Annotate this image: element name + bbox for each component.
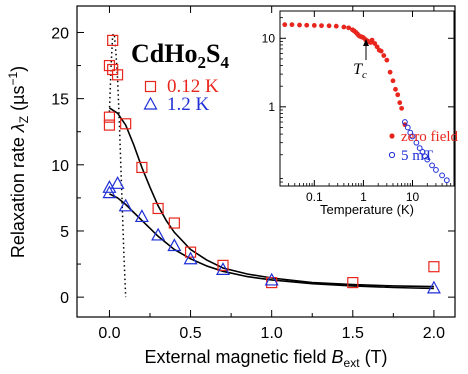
data-point-0-12k: [103, 111, 116, 123]
inset-legend: zero field 5 mT: [388, 129, 459, 164]
inset-x-tick-label: 0.1: [306, 190, 323, 204]
fit-line: [108, 107, 434, 288]
inset-point-zero-field: [387, 69, 393, 75]
inset-point-zero-field: [384, 57, 390, 63]
data-point-1-2k: [183, 251, 198, 265]
inset-point-zero-field: [311, 23, 317, 28]
inset-point-zero-field: [369, 37, 375, 43]
inset-point-zero-field: [333, 23, 339, 29]
inset-point-5mt: [443, 177, 450, 184]
legend-marker-1-2k: [143, 96, 158, 110]
inset-x-tick-label: 10: [406, 190, 420, 204]
inset-point-5mt: [424, 156, 431, 163]
y-tick-label: 20: [51, 25, 69, 42]
inset-point-zero-field: [341, 24, 347, 30]
inset-point-5mt: [409, 133, 416, 140]
inset-point-5mt: [413, 139, 420, 146]
legend-label-0-12k: 0.12 K: [167, 76, 219, 97]
inset-axis-ticks: 0.1 1 10 1 10: [262, 11, 455, 204]
main-legend: 0.12 K 1.2 K: [143, 76, 219, 115]
inset-plot-frame: [279, 10, 455, 187]
data-point-0-12k: [107, 34, 119, 47]
inset-point-5mt: [416, 145, 423, 152]
data-point-0-12k: [217, 259, 229, 271]
inset-point-zero-field: [397, 100, 403, 106]
x-tick-label: 2.0: [423, 325, 445, 342]
data-point-0-12k: [428, 261, 440, 273]
data-point-0-12k: [111, 69, 124, 81]
data-point-1-2k: [167, 238, 182, 252]
inset-x-tick-label: 1: [360, 190, 367, 204]
inset-point-zero-field: [326, 23, 332, 29]
inset-point-zero-field: [393, 86, 398, 92]
inset-point-zero-field: [390, 78, 396, 84]
inset-point-5mt: [404, 124, 411, 131]
inset-point-5mt: [429, 162, 435, 169]
tc-annotation: Tc: [353, 39, 369, 81]
x-tick-label: 1.5: [342, 325, 364, 342]
legend-label-5mt: 5 mT: [401, 148, 433, 164]
inset-point-zero-field: [297, 22, 302, 28]
y-tick-label: 5: [60, 224, 69, 241]
legend-marker-zero-field: [389, 133, 395, 139]
inset-point-5mt: [439, 172, 445, 179]
inset-point-zero-field: [346, 25, 352, 31]
y-tick-label: 0: [60, 290, 69, 307]
x-tick-label: 0.0: [98, 325, 120, 342]
data-point-0-12k: [103, 119, 116, 131]
inset-chart: 0.1 1 10 1 10 Tc zero field 5 mT Temperature…: [262, 10, 459, 217]
inset-point-5mt: [402, 119, 408, 125]
x-tick-label: 1.0: [261, 325, 283, 342]
inset-point-5mt: [419, 149, 426, 155]
inset-point-zero-field: [381, 53, 387, 58]
inset-point-zero-field: [282, 22, 288, 28]
main-axis-ticks: 0.0 0.5 1.0 1.5 2.0 0 5 10 15 20: [51, 6, 455, 342]
inset-point-zero-field: [399, 105, 405, 111]
x-tick-label: 0.5: [179, 325, 201, 342]
legend-marker-5mt: [388, 151, 396, 159]
tc-label: Tc: [353, 61, 367, 81]
legend-marker-0-12k: [144, 80, 157, 93]
data-point-0-12k: [152, 202, 164, 215]
inset-data-points: [282, 22, 450, 184]
data-point-1-2k: [215, 262, 231, 275]
inset-point-zero-field: [378, 48, 384, 54]
data-point-1-2k: [110, 176, 125, 189]
inset-y-tick-label: 1: [268, 100, 275, 114]
main-x-axis-label: External magnetic field Bext (T): [144, 347, 387, 370]
tc-arrow-head: [363, 39, 369, 46]
data-point-0-12k: [168, 217, 180, 229]
legend-label-1-2k: 1.2 K: [167, 94, 210, 115]
inset-y-tick-label: 10: [262, 31, 276, 45]
legend-label-zero-field: zero field: [401, 129, 459, 145]
data-point-1-2k: [134, 209, 149, 223]
inset-x-axis-label: Temperature (K): [320, 202, 414, 217]
data-point-1-2k: [426, 280, 441, 294]
data-point-0-12k: [103, 59, 116, 72]
data-point-1-2k: [118, 198, 133, 212]
data-point-0-12k: [184, 246, 197, 258]
data-point-0-12k: [347, 276, 359, 289]
main-data-points: [102, 34, 441, 294]
y-tick-label: 10: [51, 158, 69, 175]
inset-point-zero-field: [319, 23, 324, 29]
inset-point-zero-field: [372, 41, 378, 46]
inset-point-5mt: [433, 167, 439, 173]
chart-title: CdHo2S4: [131, 39, 229, 72]
main-plot-frame: [76, 5, 456, 318]
main-y-axis-label: Relaxation rate λZ (µs−1): [6, 66, 31, 258]
main-chart: 0.0 0.5 1.0 1.5 2.0 0 5 10 15 20 CdHo2S4 0.12 K 1…: [6, 5, 456, 370]
data-point-1-2k: [264, 272, 279, 286]
inset-point-zero-field: [304, 22, 310, 28]
data-point-0-12k: [120, 118, 132, 130]
data-point-0-12k: [136, 161, 148, 174]
data-point-1-2k: [151, 227, 166, 241]
inset-point-zero-field: [289, 22, 295, 28]
y-tick-label: 15: [51, 92, 69, 109]
inset-point-zero-field: [395, 92, 401, 98]
